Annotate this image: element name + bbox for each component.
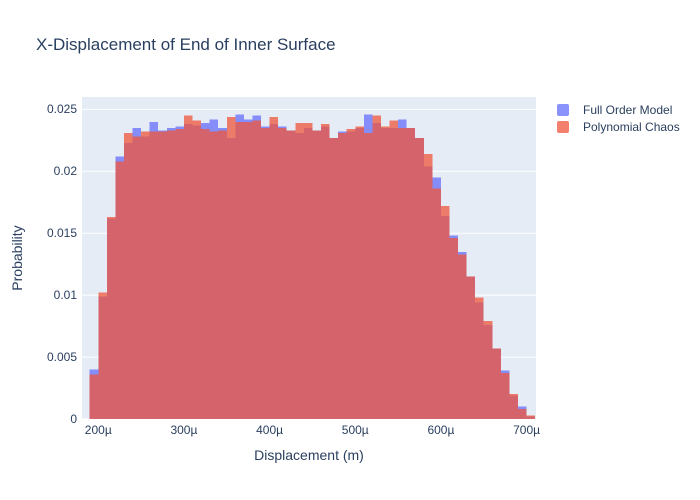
histogram-bar-polynomial-chaos[interactable] xyxy=(338,132,347,419)
histogram-bar-polynomial-chaos[interactable] xyxy=(132,136,142,419)
histogram-bar-polynomial-chaos[interactable] xyxy=(449,238,459,419)
histogram-bar-polynomial-chaos[interactable] xyxy=(209,131,219,419)
histogram-bar-polynomial-chaos[interactable] xyxy=(526,415,536,419)
histogram-bar-polynomial-chaos[interactable] xyxy=(235,121,244,419)
histogram-bar-polynomial-chaos[interactable] xyxy=(243,121,253,419)
legend-label-full-order-model: Full Order Model xyxy=(583,102,673,117)
histogram-bar-polynomial-chaos[interactable] xyxy=(286,130,296,419)
legend-item-polynomial-chaos[interactable]: Polynomial Chaos xyxy=(557,118,680,135)
legend-item-full-order-model[interactable]: Full Order Model xyxy=(557,101,680,118)
histogram-bar-polynomial-chaos[interactable] xyxy=(320,124,330,419)
legend-swatch-full-order-model xyxy=(557,103,569,116)
x-tick-label: 400µ xyxy=(256,423,284,437)
histogram-bar-polynomial-chaos[interactable] xyxy=(175,129,184,419)
y-tick-label: 0.015 xyxy=(46,226,77,241)
histogram-bar-polynomial-chaos[interactable] xyxy=(98,292,107,419)
histogram-bar-polynomial-chaos[interactable] xyxy=(295,123,304,419)
histogram-bar-polynomial-chaos[interactable] xyxy=(398,127,407,419)
x-tick-label: 300µ xyxy=(170,423,198,437)
histogram-bar-polynomial-chaos[interactable] xyxy=(415,137,424,419)
histogram-bar-polynomial-chaos[interactable] xyxy=(475,297,484,419)
histogram-bar-polynomial-chaos[interactable] xyxy=(226,116,236,419)
histogram-bar-polynomial-chaos[interactable] xyxy=(183,115,193,419)
histogram-canvas[interactable] xyxy=(82,97,536,419)
x-tick-label: 700µ xyxy=(513,423,541,437)
histogram-bar-polynomial-chaos[interactable] xyxy=(218,130,227,419)
legend-swatch-polynomial-chaos xyxy=(557,120,569,133)
histogram-bar-polynomial-chaos[interactable] xyxy=(158,131,167,419)
histogram-bar-polynomial-chaos[interactable] xyxy=(389,120,399,419)
histogram-bar-polynomial-chaos[interactable] xyxy=(500,373,510,419)
histogram-bar-polynomial-chaos[interactable] xyxy=(201,129,210,419)
histogram-bar-polynomial-chaos[interactable] xyxy=(252,120,262,419)
histogram-bar-polynomial-chaos[interactable] xyxy=(380,126,390,419)
histogram-bar-polynomial-chaos[interactable] xyxy=(440,205,450,419)
y-tick-label: 0.005 xyxy=(46,350,77,365)
histogram-bar-polynomial-chaos[interactable] xyxy=(355,126,364,419)
histogram-bar-polynomial-chaos[interactable] xyxy=(166,130,176,419)
histogram-bar-polynomial-chaos[interactable] xyxy=(269,116,279,419)
y-tick-label: 0.02 xyxy=(53,164,77,179)
histogram-bar-polynomial-chaos[interactable] xyxy=(363,132,373,419)
histogram-bar-polynomial-chaos[interactable] xyxy=(141,131,150,419)
histogram-bar-polynomial-chaos[interactable] xyxy=(483,321,493,419)
histogram-bar-polynomial-chaos[interactable] xyxy=(89,374,99,419)
histogram-bar-polynomial-chaos[interactable] xyxy=(106,217,116,419)
histogram-bar-polynomial-chaos[interactable] xyxy=(192,120,202,419)
histogram-bar-polynomial-chaos[interactable] xyxy=(458,254,467,419)
chart-title: X-Displacement of End of Inner Surface xyxy=(36,35,336,54)
y-tick-label: 0 xyxy=(70,412,77,426)
histogram-bar-polynomial-chaos[interactable] xyxy=(329,137,339,419)
histogram-bar-polynomial-chaos[interactable] xyxy=(466,276,476,419)
histogram-bar-polynomial-chaos[interactable] xyxy=(312,130,321,419)
y-tick-label: 0.01 xyxy=(53,288,77,303)
histogram-bar-polynomial-chaos[interactable] xyxy=(346,129,356,419)
x-tick-label: 500µ xyxy=(341,423,369,437)
histogram-bar-polynomial-chaos[interactable] xyxy=(518,409,527,419)
x-tick-label: 200µ xyxy=(84,423,112,437)
histogram-bar-polynomial-chaos[interactable] xyxy=(303,123,313,419)
histogram-bar-polynomial-chaos[interactable] xyxy=(509,394,519,419)
legend: Full Order Model Polynomial Chaos xyxy=(557,101,680,135)
histogram-bar-polynomial-chaos[interactable] xyxy=(278,127,287,419)
histogram-bar-polynomial-chaos[interactable] xyxy=(261,127,270,419)
histogram-bar-polynomial-chaos[interactable] xyxy=(123,132,133,419)
histogram-bar-polynomial-chaos[interactable] xyxy=(149,131,159,419)
histogram-bar-polynomial-chaos[interactable] xyxy=(406,127,416,419)
histogram-bar-polynomial-chaos[interactable] xyxy=(492,348,501,419)
x-tick-label: 600µ xyxy=(427,423,455,437)
histogram-bar-polynomial-chaos[interactable] xyxy=(115,161,124,419)
histogram-bar-polynomial-chaos[interactable] xyxy=(372,115,381,419)
x-axis-title: Displacement (m) xyxy=(254,447,364,463)
plot-area[interactable] xyxy=(82,97,536,419)
y-tick-label: 0.025 xyxy=(46,102,77,117)
histogram-bar-polynomial-chaos[interactable] xyxy=(423,153,433,419)
histogram-bar-polynomial-chaos[interactable] xyxy=(432,188,441,419)
legend-label-polynomial-chaos: Polynomial Chaos xyxy=(583,119,680,134)
